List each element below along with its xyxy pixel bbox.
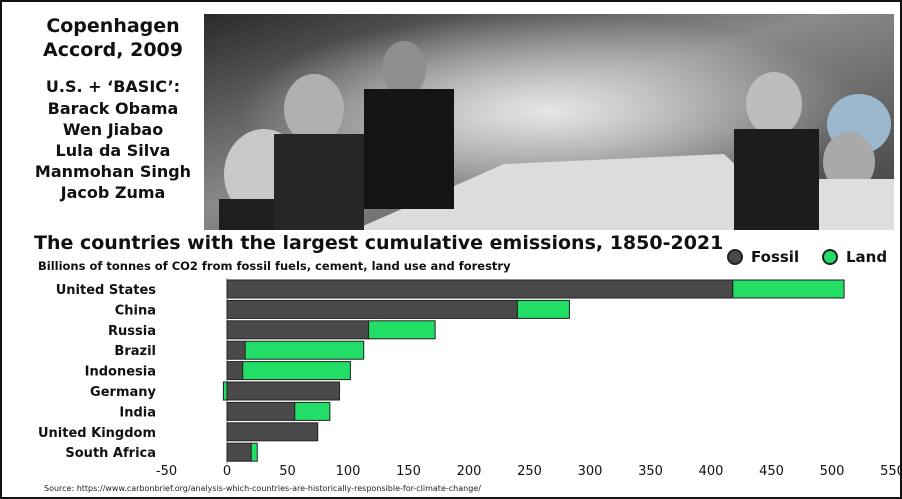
bar-land (294, 401, 331, 421)
caption-title-line1: Copenhagen (46, 15, 180, 37)
bar-land (242, 361, 351, 381)
bar-land (222, 381, 228, 401)
x-tick-label: 400 (699, 464, 724, 479)
caption-name: Lula da Silva (55, 141, 171, 160)
legend-land-label: Land (846, 248, 888, 266)
x-tick-label: 300 (578, 464, 603, 479)
x-tick-label: 200 (457, 464, 482, 479)
caption-name: Jacob Zuma (60, 183, 166, 202)
bar-fossil (226, 299, 518, 319)
bar-land (516, 299, 570, 319)
bar-fossil (226, 381, 341, 401)
x-tick-label: 500 (820, 464, 845, 479)
category-label: South Africa (65, 446, 156, 461)
legend-land: Land (822, 246, 887, 268)
bar-land (244, 340, 365, 360)
x-tick-label: 50 (279, 464, 296, 479)
legend-fossil-swatch (727, 249, 743, 265)
caption-title-line2: Accord, 2009 (43, 39, 183, 61)
x-tick-label: 0 (223, 464, 231, 479)
caption-subtitle: U.S. + ‘BASIC’: (45, 77, 181, 96)
category-label: India (119, 405, 156, 420)
category-label: China (115, 303, 156, 318)
chart-title: The countries with the largest cumulativ… (34, 232, 724, 254)
category-label: Brazil (114, 344, 156, 359)
bar-land (732, 279, 845, 299)
category-label: Russia (108, 324, 156, 339)
bar-fossil (226, 320, 370, 340)
x-tick-label: 250 (517, 464, 542, 479)
legend-land-swatch (822, 249, 838, 265)
bar-fossil (226, 361, 244, 381)
category-label: United Kingdom (38, 426, 156, 441)
caption-name: Wen Jiabao (62, 120, 164, 139)
bar-fossil (226, 340, 246, 360)
x-tick-label: 100 (336, 464, 361, 479)
caption-name: Manmohan Singh (34, 162, 192, 181)
bar-land (368, 320, 436, 340)
bar-fossil (226, 422, 319, 442)
photo-caption: Copenhagen Accord, 2009 U.S. + ‘BASIC’: … (18, 14, 208, 203)
bar-land (250, 442, 258, 462)
bar-fossil (226, 442, 252, 462)
legend-fossil-label: Fossil (751, 248, 800, 266)
category-label: Indonesia (85, 365, 156, 380)
caption-name: Barack Obama (47, 99, 179, 118)
bar-fossil (226, 401, 296, 421)
bar-fossil (226, 279, 734, 299)
x-tick-label: 450 (759, 464, 784, 479)
x-tick-label: 150 (396, 464, 421, 479)
source-note: Source: https://www.carbonbrief.org/anal… (44, 484, 481, 493)
meeting-photo (204, 14, 894, 230)
x-tick-label: 550 (880, 464, 902, 479)
legend-fossil: Fossil (727, 246, 799, 268)
category-label: Germany (90, 385, 156, 400)
x-tick-label: -50 (156, 464, 177, 479)
chart-subtitle: Billions of tonnes of CO2 from fossil fu… (38, 259, 511, 273)
category-label: United States (56, 283, 157, 298)
x-tick-label: 350 (638, 464, 663, 479)
